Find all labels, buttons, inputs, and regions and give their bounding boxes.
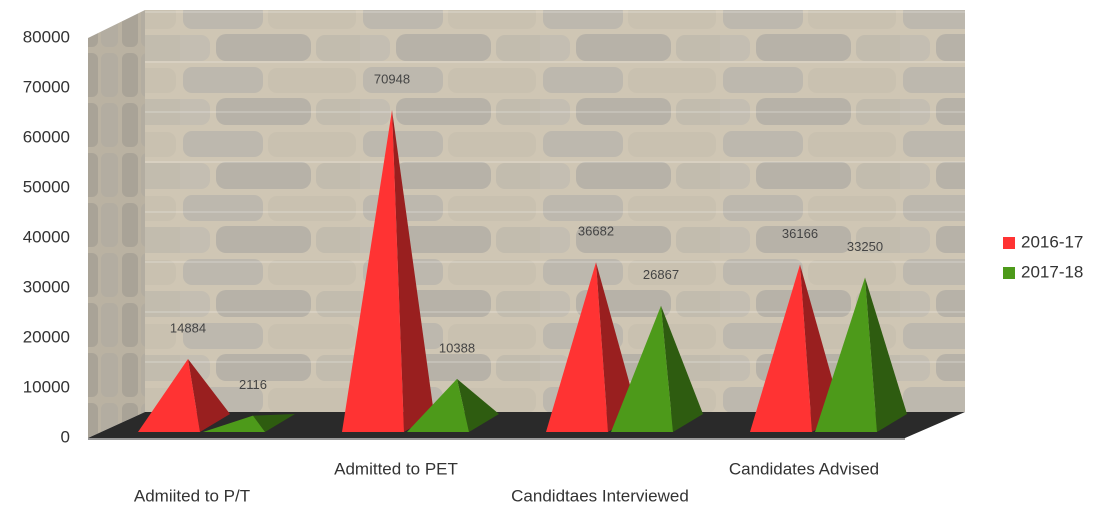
- pyramid-front: [750, 264, 812, 432]
- legend-label: 2017-18: [1021, 262, 1083, 281]
- y-tick-label: 50000: [23, 177, 70, 196]
- x-tick-label: Admitted to PET: [334, 459, 458, 478]
- x-tick-label: Candidates Advised: [729, 459, 879, 478]
- pyramid-side: [596, 262, 638, 432]
- y-tick-label: 80000: [23, 27, 70, 46]
- data-label: 36166: [782, 226, 818, 241]
- data-label: 70948: [374, 72, 410, 87]
- pyramid-front: [546, 262, 608, 432]
- data-label: 33250: [847, 239, 883, 254]
- x-tick-label: Admiited to P/T: [134, 486, 250, 505]
- pyramid-side: [392, 110, 434, 433]
- floor-edge: [88, 438, 905, 440]
- floor: [88, 412, 965, 438]
- pyramid-side: [188, 358, 230, 432]
- legend-swatch: [1003, 237, 1015, 249]
- data-label: 14884: [170, 320, 206, 335]
- pyramid-front: [138, 358, 200, 432]
- y-tick-label: 30000: [23, 277, 70, 296]
- plot-area: [88, 10, 965, 440]
- pyramid: [815, 277, 907, 432]
- pyramid-side: [253, 414, 295, 432]
- pyramid-front: [611, 305, 673, 432]
- data-label: 2116: [239, 377, 267, 392]
- pyramid: [407, 378, 499, 432]
- pyramid-side: [457, 378, 499, 432]
- y-tick-label: 70000: [23, 77, 70, 96]
- pyramid-front: [203, 415, 265, 432]
- pyramid: [138, 358, 230, 432]
- side-wall: [88, 10, 145, 438]
- pyramid: [611, 305, 703, 432]
- pyramid: [342, 110, 434, 433]
- pyramid-side: [865, 277, 907, 432]
- y-tick-label: 0: [61, 427, 70, 446]
- y-tick-label: 20000: [23, 327, 70, 346]
- data-label: 10388: [439, 340, 475, 355]
- back-wall: [145, 10, 965, 412]
- pyramid-side: [661, 305, 703, 432]
- legend-label: 2016-17: [1021, 232, 1083, 251]
- data-label: 26867: [643, 267, 679, 282]
- pyramid: [546, 262, 638, 432]
- data-label: 36682: [578, 224, 614, 239]
- pyramid-front: [342, 110, 404, 433]
- pyramid-front: [407, 378, 469, 432]
- y-tick-label: 60000: [23, 127, 70, 146]
- x-tick-label: Candidtaes Interviewed: [511, 486, 689, 505]
- pyramid: [203, 414, 295, 432]
- y-tick-label: 10000: [23, 377, 70, 396]
- pyramid-front: [815, 277, 877, 432]
- legend-swatch: [1003, 267, 1015, 279]
- y-tick-label: 40000: [23, 227, 70, 246]
